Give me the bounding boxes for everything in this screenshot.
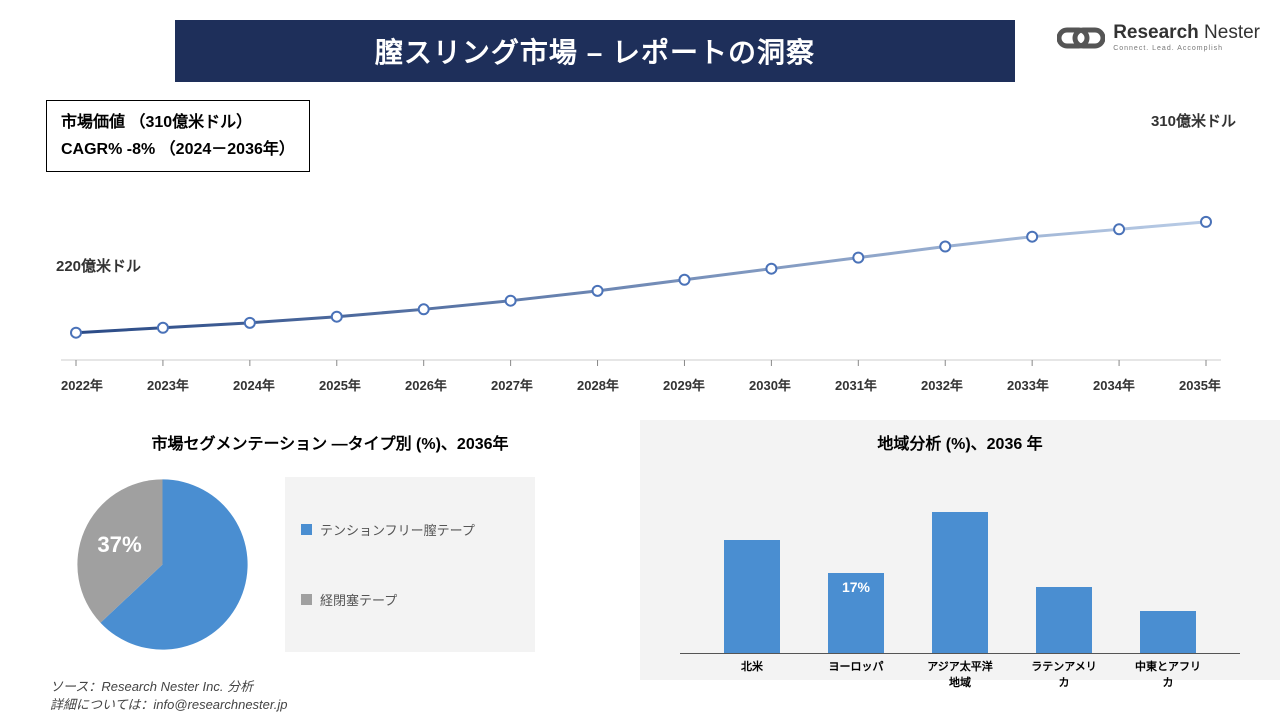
bar-category-label: ヨーロッパ [820,658,892,690]
legend-swatch [301,594,312,605]
legend-label: テンションフリー膣テープ [320,520,475,539]
year-label: 2030年 [749,375,791,394]
logo-brand: Research Nester [1113,23,1260,42]
bar-rect [932,512,988,653]
logo-tagline: Connect. Lead. Accomplish [1113,44,1260,53]
bar-column: 17% [820,573,892,653]
bar-value-label: 17% [842,579,870,595]
segmentation-pie-panel: 市場セグメンテーション ―タイプ別 (%)、2036年 37% テンションフリー… [0,420,640,680]
svg-text:37%: 37% [97,532,142,557]
pie-legend: テンションフリー膣テープ経閉塞テープ [285,477,535,652]
legend-swatch [301,524,312,535]
year-label: 2027年 [491,375,533,394]
year-label: 2024年 [233,375,275,394]
bar-rect [1036,587,1092,653]
year-label: 2025年 [319,375,361,394]
bar-rect [1140,611,1196,653]
year-label: 2035年 [1179,375,1221,394]
year-label: 2032年 [921,375,963,394]
pie-legend-item: テンションフリー膣テープ [301,520,519,539]
bar-category-label: ラテンアメリカ [1028,658,1100,690]
bar-column [716,540,788,653]
bar-rect [724,540,780,653]
bar-column [1132,611,1204,653]
year-label: 2029年 [663,375,705,394]
legend-label: 経閉塞テープ [320,590,397,609]
pie-chart-svg: 37% [70,472,255,657]
line-end-value: 310億米ドル [1151,110,1236,131]
footer-source-line: ソース：Research Nester Inc. 分析 [50,678,287,696]
bar-column [1028,587,1100,653]
year-label: 2026年 [405,375,447,394]
bar-title: 地域分析 (%)、2036 年 [680,430,1240,454]
brand-logo: Research Nester Connect. Lead. Accomplis… [1057,22,1260,54]
year-label: 2023年 [147,375,189,394]
bar-category-label: 中東とアフリカ [1132,658,1204,690]
regional-bar-panel: 地域分析 (%)、2036 年 17% 北米ヨーロッパアジア太平洋地域ラテンアメ… [640,420,1280,680]
year-label: 2028年 [577,375,619,394]
pie-legend-item: 経閉塞テープ [301,590,519,609]
line-x-axis: 2022年 2023年 2024年 2025年 2026年 2027年 2028年 2029年… [46,375,1236,394]
chain-link-icon [1057,22,1105,54]
bar-rect: 17% [828,573,884,653]
pie-title: 市場セグメンテーション ―タイプ別 (%)、2036年 [70,430,590,454]
footer-source: ソース：Research Nester Inc. 分析 詳細については：info… [50,678,287,714]
bar-x-axis: 北米ヨーロッパアジア太平洋地域ラテンアメリカ中東とアフリカ [680,654,1240,690]
report-title-bar: 膣スリング市場 – レポートの洞察 [175,20,1015,82]
report-title: 膣スリング市場 – レポートの洞察 [375,31,815,71]
line-chart-svg [46,170,1236,370]
bar-column [924,512,996,653]
bar-category-label: 北米 [716,658,788,690]
year-label: 2022年 [61,375,103,394]
growth-line-chart: 220億米ドル 310億米ドル 2022年2023年2024年2025年2026… [46,100,1236,400]
footer-contact-line: 詳細については：info@researchnester.jp [50,696,287,714]
bottom-row: 市場セグメンテーション ―タイプ別 (%)、2036年 37% テンションフリー… [0,420,1280,680]
year-label: 2031年 [835,375,877,394]
year-label: 2033年 [1007,375,1049,394]
bar-chart-svg: 17% [680,474,1240,654]
year-label: 2034年 [1093,375,1135,394]
bar-category-label: アジア太平洋地域 [924,658,996,690]
